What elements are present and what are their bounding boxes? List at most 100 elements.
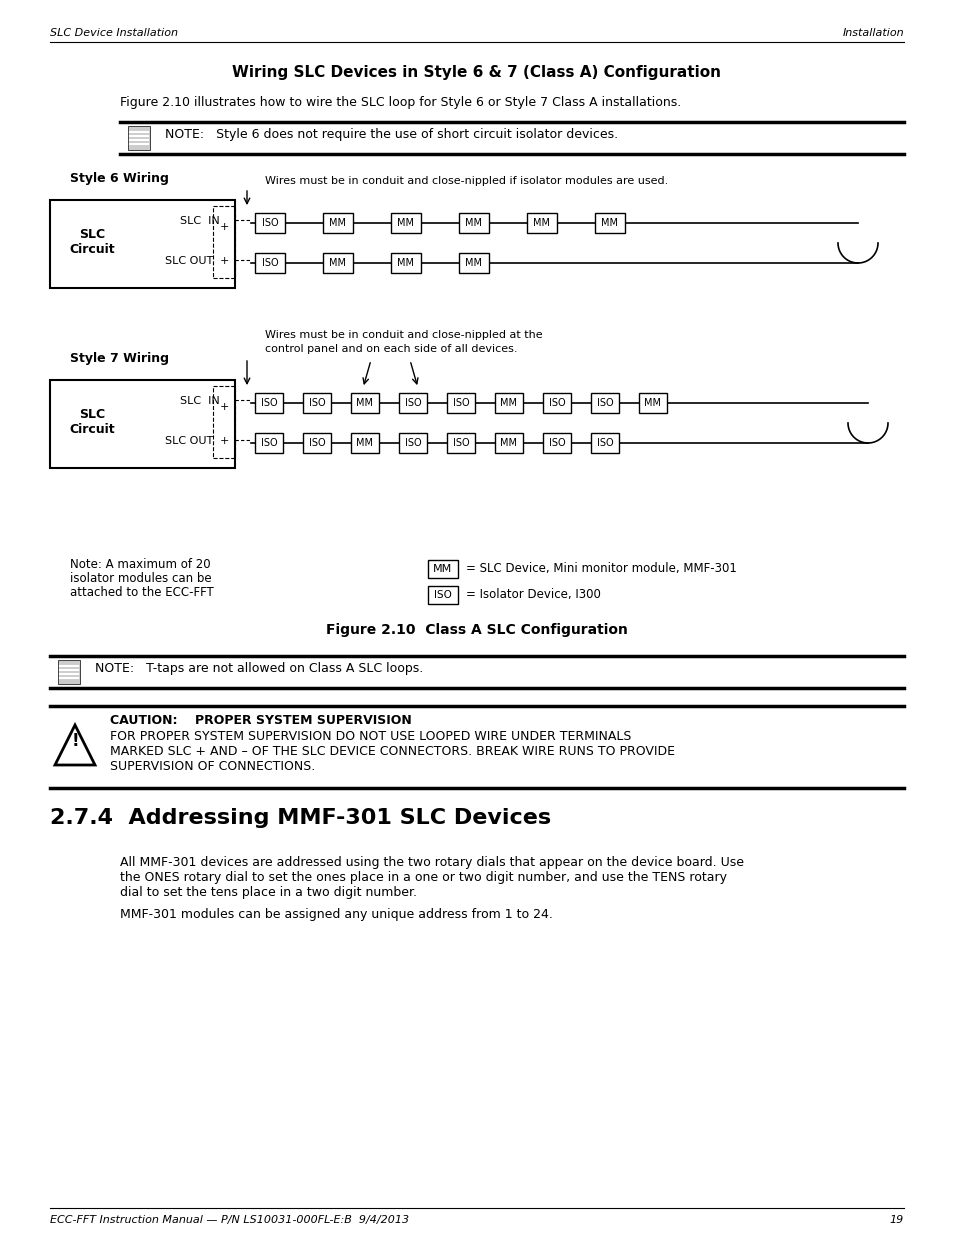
Text: +: + bbox=[219, 256, 229, 266]
Text: MM: MM bbox=[533, 219, 550, 228]
Bar bbox=[447, 433, 475, 453]
Bar bbox=[213, 387, 234, 458]
Text: ISO: ISO bbox=[309, 438, 325, 448]
Bar bbox=[128, 126, 150, 149]
Bar bbox=[398, 433, 427, 453]
Text: NOTE:   T-taps are not allowed on Class A SLC loops.: NOTE: T-taps are not allowed on Class A … bbox=[95, 662, 423, 676]
Text: All MMF-301 devices are addressed using the two rotary dials that appear on the : All MMF-301 devices are addressed using … bbox=[120, 856, 743, 869]
Text: ECC-FFT Instruction Manual — P/N LS10031-000FL-E:B  9/4/2013: ECC-FFT Instruction Manual — P/N LS10031… bbox=[50, 1215, 409, 1225]
Bar bbox=[428, 585, 457, 604]
Text: +: + bbox=[219, 222, 229, 232]
Bar bbox=[391, 212, 420, 233]
Text: ISO: ISO bbox=[453, 438, 469, 448]
Text: ISO: ISO bbox=[404, 438, 421, 448]
Bar bbox=[254, 433, 283, 453]
Bar bbox=[391, 253, 420, 273]
Text: Installation: Installation bbox=[841, 28, 903, 38]
Text: MMF-301 modules can be assigned any unique address from 1 to 24.: MMF-301 modules can be assigned any uniq… bbox=[120, 908, 553, 921]
Text: MM: MM bbox=[465, 258, 482, 268]
Bar bbox=[398, 393, 427, 412]
Text: control panel and on each side of all devices.: control panel and on each side of all de… bbox=[265, 345, 517, 354]
Bar bbox=[254, 212, 285, 233]
Text: Figure 2.10  Class A SLC Configuration: Figure 2.10 Class A SLC Configuration bbox=[326, 622, 627, 637]
Text: dial to set the tens place in a two digit number.: dial to set the tens place in a two digi… bbox=[120, 885, 416, 899]
Text: MM: MM bbox=[329, 258, 346, 268]
Text: attached to the ECC-FFT: attached to the ECC-FFT bbox=[70, 585, 213, 599]
Bar bbox=[213, 206, 234, 278]
Text: SLC  IN: SLC IN bbox=[180, 396, 219, 406]
Text: FOR PROPER SYSTEM SUPERVISION DO NOT USE LOOPED WIRE UNDER TERMINALS: FOR PROPER SYSTEM SUPERVISION DO NOT USE… bbox=[110, 730, 631, 743]
Text: +: + bbox=[219, 403, 229, 412]
Text: SLC OUT: SLC OUT bbox=[165, 256, 213, 266]
Text: Figure 2.10 illustrates how to wire the SLC loop for Style 6 or Style 7 Class A : Figure 2.10 illustrates how to wire the … bbox=[120, 96, 680, 109]
Text: MM: MM bbox=[601, 219, 618, 228]
Text: = Isolator Device, I300: = Isolator Device, I300 bbox=[465, 588, 600, 601]
Text: Note: A maximum of 20: Note: A maximum of 20 bbox=[70, 558, 211, 571]
Text: SLC  IN: SLC IN bbox=[180, 216, 219, 226]
Bar bbox=[254, 393, 283, 412]
Bar bbox=[50, 200, 234, 288]
Bar bbox=[458, 212, 489, 233]
Bar bbox=[639, 393, 666, 412]
Bar bbox=[303, 393, 331, 412]
Bar bbox=[428, 559, 457, 578]
Text: ISO: ISO bbox=[261, 219, 278, 228]
Text: MM: MM bbox=[356, 438, 374, 448]
Text: MM: MM bbox=[644, 398, 660, 408]
Bar bbox=[323, 212, 353, 233]
Text: 2.7.4  Addressing MMF-301 SLC Devices: 2.7.4 Addressing MMF-301 SLC Devices bbox=[50, 808, 551, 827]
Bar bbox=[590, 393, 618, 412]
Bar bbox=[303, 433, 331, 453]
Text: Wires must be in conduit and close-nippled at the: Wires must be in conduit and close-nippl… bbox=[265, 330, 542, 340]
Text: SLC
Circuit: SLC Circuit bbox=[70, 228, 114, 256]
Text: ISO: ISO bbox=[596, 438, 613, 448]
Bar bbox=[323, 253, 353, 273]
Bar bbox=[542, 393, 571, 412]
Text: +: + bbox=[219, 436, 229, 446]
Text: ISO: ISO bbox=[260, 438, 277, 448]
Text: the ONES rotary dial to set the ones place in a one or two digit number, and use: the ONES rotary dial to set the ones pla… bbox=[120, 871, 726, 884]
Bar bbox=[351, 433, 378, 453]
Text: MM: MM bbox=[397, 258, 414, 268]
Text: CAUTION:    PROPER SYSTEM SUPERVISION: CAUTION: PROPER SYSTEM SUPERVISION bbox=[110, 714, 412, 727]
Text: ISO: ISO bbox=[261, 258, 278, 268]
Bar bbox=[590, 433, 618, 453]
Text: Wires must be in conduit and close-nippled if isolator modules are used.: Wires must be in conduit and close-nippl… bbox=[265, 177, 667, 186]
Text: ISO: ISO bbox=[453, 398, 469, 408]
Bar bbox=[458, 253, 489, 273]
Bar bbox=[495, 433, 522, 453]
Text: MM: MM bbox=[500, 398, 517, 408]
Text: isolator modules can be: isolator modules can be bbox=[70, 572, 212, 585]
Bar bbox=[447, 393, 475, 412]
Text: SLC Device Installation: SLC Device Installation bbox=[50, 28, 178, 38]
Bar bbox=[526, 212, 557, 233]
Text: ISO: ISO bbox=[260, 398, 277, 408]
Text: MM: MM bbox=[397, 219, 414, 228]
Text: ISO: ISO bbox=[548, 398, 565, 408]
Text: ISO: ISO bbox=[434, 590, 452, 600]
Bar bbox=[50, 380, 234, 468]
Text: NOTE:   Style 6 does not require the use of short circuit isolator devices.: NOTE: Style 6 does not require the use o… bbox=[165, 128, 618, 141]
Text: MARKED SLC + AND – OF THE SLC DEVICE CONNECTORS. BREAK WIRE RUNS TO PROVIDE: MARKED SLC + AND – OF THE SLC DEVICE CON… bbox=[110, 745, 675, 758]
Bar bbox=[595, 212, 624, 233]
Text: MM: MM bbox=[465, 219, 482, 228]
Text: MM: MM bbox=[433, 564, 452, 574]
Text: !: ! bbox=[71, 732, 79, 750]
Text: MM: MM bbox=[329, 219, 346, 228]
Text: ISO: ISO bbox=[309, 398, 325, 408]
Bar bbox=[495, 393, 522, 412]
Text: 19: 19 bbox=[889, 1215, 903, 1225]
Bar bbox=[254, 253, 285, 273]
Text: ISO: ISO bbox=[548, 438, 565, 448]
Text: Style 7 Wiring: Style 7 Wiring bbox=[70, 352, 169, 366]
Text: ISO: ISO bbox=[596, 398, 613, 408]
Text: SUPERVISION OF CONNECTIONS.: SUPERVISION OF CONNECTIONS. bbox=[110, 760, 314, 773]
Text: SLC
Circuit: SLC Circuit bbox=[70, 408, 114, 436]
Text: MM: MM bbox=[500, 438, 517, 448]
Text: MM: MM bbox=[356, 398, 374, 408]
Bar bbox=[351, 393, 378, 412]
Text: Wiring SLC Devices in Style 6 & 7 (Class A) Configuration: Wiring SLC Devices in Style 6 & 7 (Class… bbox=[233, 65, 720, 80]
Bar bbox=[58, 659, 80, 684]
Text: Style 6 Wiring: Style 6 Wiring bbox=[70, 172, 169, 185]
Text: ISO: ISO bbox=[404, 398, 421, 408]
